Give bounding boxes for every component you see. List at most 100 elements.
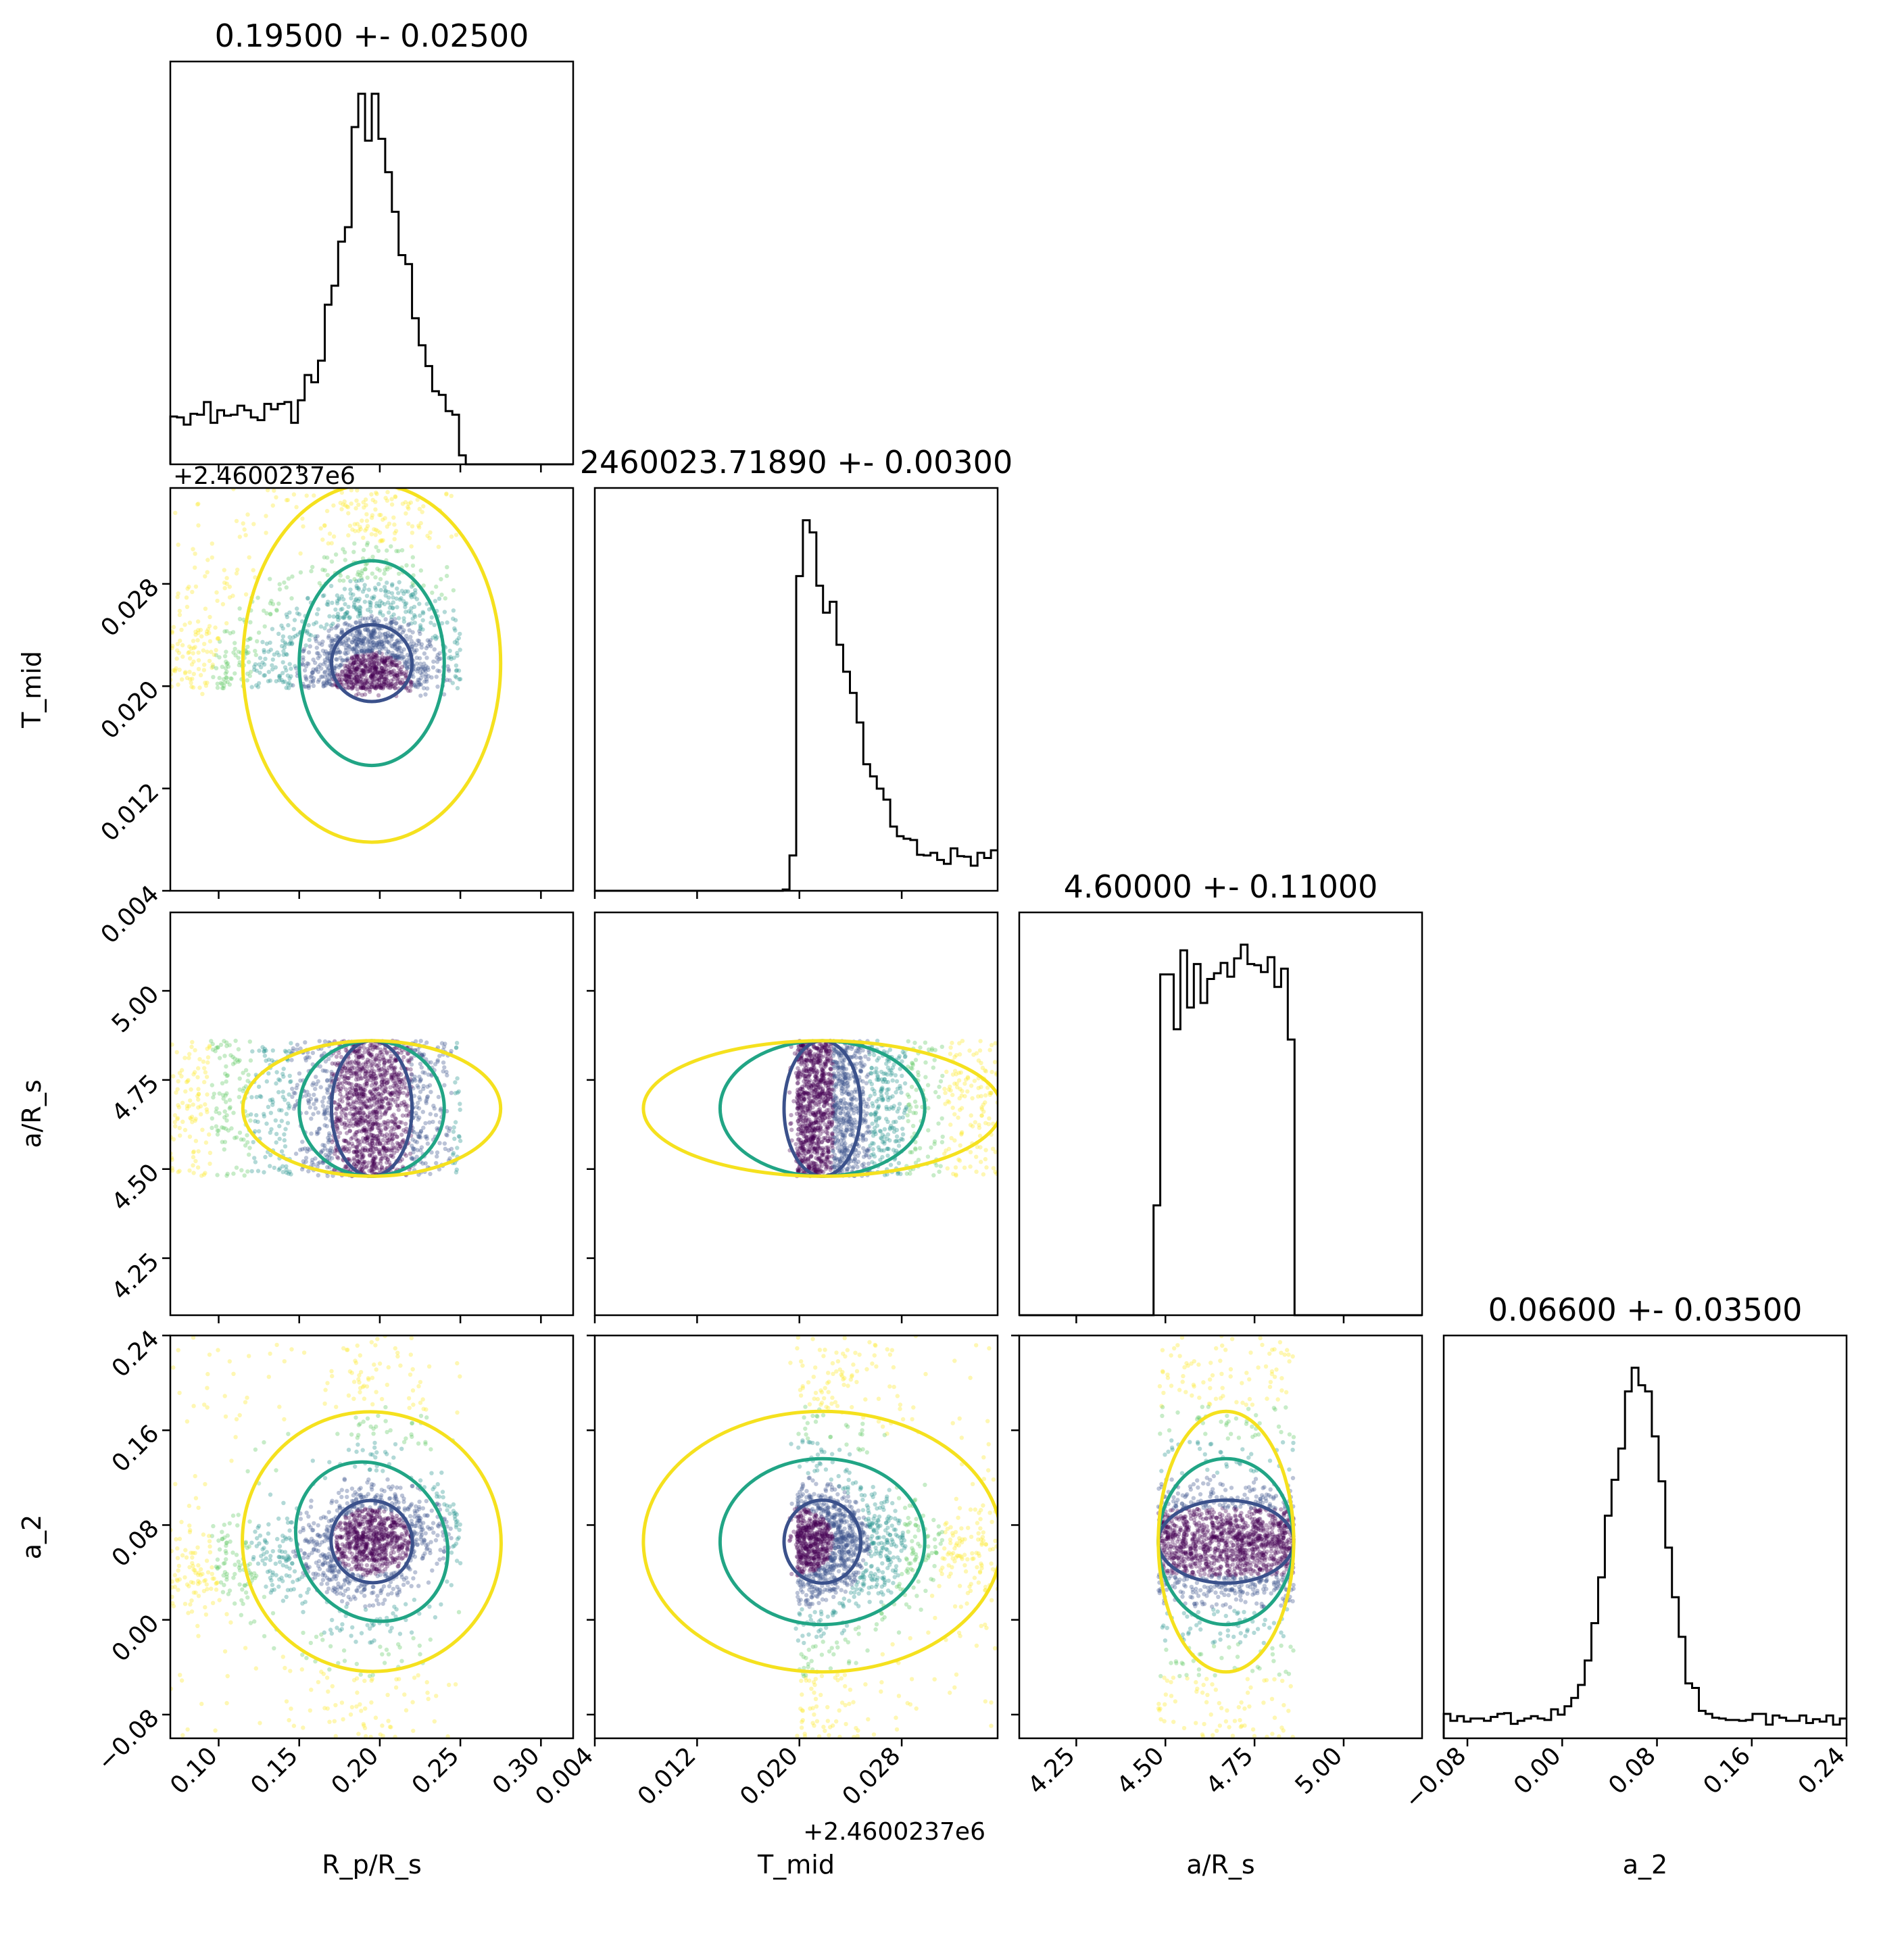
sample-point	[932, 1139, 937, 1144]
sample-point	[266, 679, 271, 684]
sample-point	[272, 488, 276, 493]
sample-point	[307, 1147, 312, 1152]
sample-point	[806, 1158, 810, 1162]
sample-point	[311, 1112, 316, 1117]
sample-point	[816, 1128, 821, 1133]
sample-point	[307, 632, 312, 637]
sample-point	[372, 1102, 376, 1107]
sample-point	[374, 1109, 379, 1114]
sample-point	[406, 622, 412, 627]
sample-point	[956, 1157, 961, 1162]
sample-point	[421, 1083, 426, 1089]
sample-point	[419, 645, 424, 650]
sample-point	[305, 1089, 310, 1094]
sample-point	[371, 1163, 376, 1168]
sample-point	[952, 1112, 957, 1117]
sample-point	[375, 683, 380, 687]
sample-point	[246, 1073, 251, 1077]
sample-point	[416, 1085, 421, 1090]
sample-point	[303, 674, 308, 679]
sample-point	[835, 1050, 841, 1055]
sample-point	[270, 602, 276, 607]
sample-point	[171, 1074, 176, 1079]
sample-point	[353, 1164, 358, 1169]
sample-point	[823, 1159, 827, 1164]
sample-point	[821, 1076, 826, 1081]
sample-point	[416, 666, 421, 672]
sample-point	[361, 535, 366, 540]
sample-point	[224, 675, 229, 680]
sample-point	[393, 1116, 397, 1121]
sample-point	[435, 635, 439, 640]
sample-point	[377, 626, 382, 631]
sample-point	[371, 1110, 376, 1116]
sample-point	[385, 662, 390, 667]
sample-point	[367, 1152, 372, 1157]
sample-point	[388, 664, 393, 669]
sample-point	[404, 589, 408, 594]
sample-point	[212, 1092, 216, 1096]
sample-point	[354, 1092, 359, 1097]
sample-point	[390, 582, 395, 587]
sample-point	[798, 1168, 802, 1173]
sample-point	[416, 641, 422, 646]
sample-point	[424, 686, 430, 691]
sample-point	[364, 1060, 368, 1065]
sample-point	[306, 662, 311, 666]
sample-point	[345, 1076, 351, 1081]
sample-point	[389, 653, 393, 658]
sample-point	[234, 518, 239, 524]
sample-point	[454, 668, 459, 672]
sample-point	[356, 570, 361, 574]
sample-point	[396, 1107, 401, 1112]
sample-point	[856, 1159, 861, 1164]
sample-point	[805, 1107, 810, 1112]
sample-point	[217, 675, 222, 681]
sample-point	[823, 1112, 828, 1117]
sample-point	[358, 572, 362, 578]
sample-point	[389, 678, 394, 683]
sample-point	[373, 686, 378, 691]
sample-point	[335, 1085, 339, 1089]
sample-point	[366, 1121, 370, 1126]
sample-point	[383, 1085, 388, 1090]
sample-point	[277, 1108, 282, 1112]
sample-point	[836, 1163, 841, 1168]
sample-point	[196, 650, 201, 655]
sample-point	[367, 1153, 372, 1158]
sample-point	[814, 1164, 819, 1169]
sample-point	[276, 631, 281, 636]
sample-point	[354, 1100, 359, 1105]
sample-point	[842, 1072, 847, 1077]
sample-point	[376, 582, 381, 587]
sample-point	[823, 1064, 828, 1069]
sample-point	[382, 1060, 387, 1065]
sample-point	[324, 602, 329, 607]
sample-point	[896, 1171, 900, 1177]
sample-point	[351, 1150, 356, 1154]
sample-point	[320, 1148, 325, 1153]
sample-point	[404, 664, 409, 669]
sample-point	[986, 1122, 991, 1127]
sample-point	[343, 1075, 347, 1079]
sample-point	[401, 1077, 406, 1082]
sample-point	[349, 681, 353, 685]
sample-point	[958, 1143, 962, 1148]
sample-point	[884, 1104, 889, 1110]
sample-point	[822, 1104, 827, 1108]
sample-point	[812, 1121, 816, 1126]
sample-point	[433, 633, 438, 639]
sample-point	[905, 1092, 910, 1097]
sample-point	[343, 1112, 348, 1118]
sample-point	[398, 681, 403, 686]
sample-point	[850, 1094, 855, 1098]
sample-point	[825, 1156, 829, 1162]
sample-point	[852, 1089, 857, 1094]
sample-point	[312, 1092, 316, 1098]
sample-point	[333, 1111, 339, 1116]
sample-point	[389, 617, 394, 622]
sample-point	[364, 1071, 368, 1076]
sample-point	[807, 1083, 812, 1087]
sample-point	[195, 1094, 200, 1099]
sample-point	[837, 1078, 842, 1083]
